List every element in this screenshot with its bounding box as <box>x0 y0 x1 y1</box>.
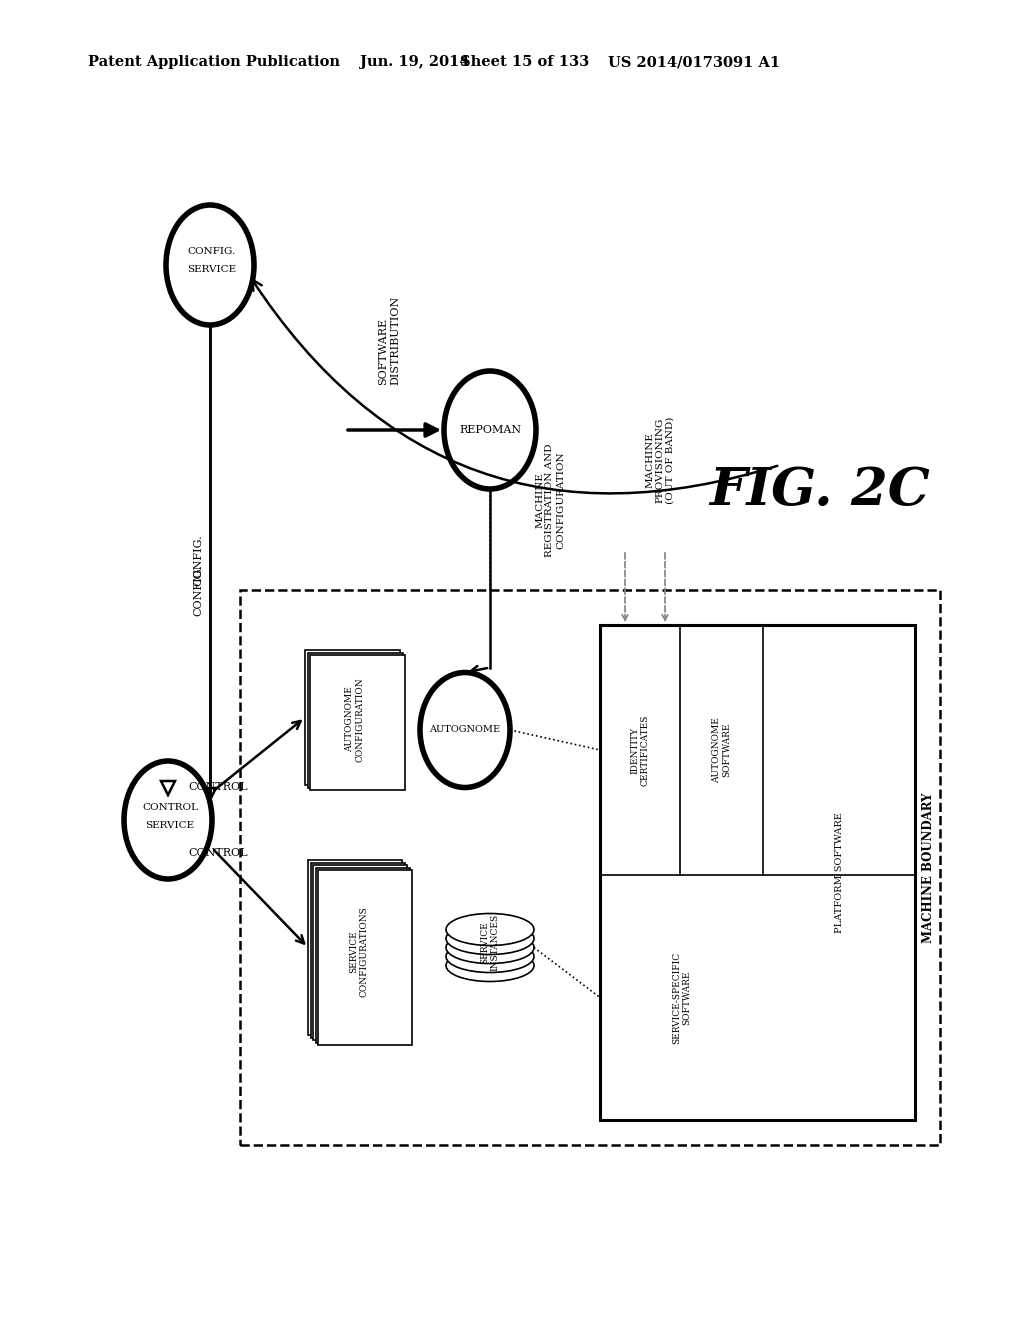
Text: AUTOGNOME
CONFIGURATION: AUTOGNOME CONFIGURATION <box>345 677 365 762</box>
Text: CONFIG.: CONFIG. <box>193 535 203 586</box>
Text: CONTROL: CONTROL <box>188 847 248 858</box>
Bar <box>318 870 412 1045</box>
Text: CONTROL: CONTROL <box>142 804 198 813</box>
Text: IDENTITY
CERTIFICATES: IDENTITY CERTIFICATES <box>631 714 649 785</box>
Text: SERVICE: SERVICE <box>145 821 195 830</box>
Text: Jun. 19, 2014: Jun. 19, 2014 <box>360 55 469 69</box>
Text: AUTOGNOME
SOFTWARE: AUTOGNOME SOFTWARE <box>712 717 731 783</box>
Text: SERVICE
INSTANCES: SERVICE INSTANCES <box>480 913 500 972</box>
Text: AUTOGNOME: AUTOGNOME <box>429 726 501 734</box>
Ellipse shape <box>446 949 534 982</box>
Text: SERVICE: SERVICE <box>187 265 237 275</box>
Bar <box>305 649 400 785</box>
Text: CONFIG.: CONFIG. <box>193 564 203 616</box>
Text: CONFIG.: CONFIG. <box>187 247 237 256</box>
Text: MACHINE
PROVISIONING
(OUT OF BAND): MACHINE PROVISIONING (OUT OF BAND) <box>645 416 675 504</box>
Ellipse shape <box>446 923 534 954</box>
Text: CONTROL: CONTROL <box>188 781 248 792</box>
Text: MACHINE BOUNDARY: MACHINE BOUNDARY <box>922 792 935 942</box>
Bar <box>313 865 407 1040</box>
Ellipse shape <box>446 932 534 964</box>
Ellipse shape <box>166 205 254 325</box>
Text: Patent Application Publication: Patent Application Publication <box>88 55 340 69</box>
Ellipse shape <box>420 672 510 788</box>
Bar <box>316 869 410 1043</box>
Ellipse shape <box>124 762 212 879</box>
Text: FIG. 2C: FIG. 2C <box>710 465 931 516</box>
Text: Sheet 15 of 133: Sheet 15 of 133 <box>460 55 589 69</box>
Ellipse shape <box>446 940 534 973</box>
Bar <box>240 590 940 1144</box>
Text: REPOMAN: REPOMAN <box>459 425 521 436</box>
Bar <box>308 861 402 1035</box>
Text: DISTRIBUTION: DISTRIBUTION <box>390 296 400 385</box>
Text: PLATFORM SOFTWARE: PLATFORM SOFTWARE <box>835 812 844 933</box>
Text: SOFTWARE: SOFTWARE <box>378 318 388 385</box>
Bar <box>600 624 915 1119</box>
Bar <box>310 655 406 789</box>
Text: SERVICE-SPECIFIC
SOFTWARE: SERVICE-SPECIFIC SOFTWARE <box>672 952 691 1044</box>
Ellipse shape <box>444 371 536 488</box>
Text: US 2014/0173091 A1: US 2014/0173091 A1 <box>608 55 780 69</box>
Ellipse shape <box>446 913 534 945</box>
Text: SERVICE
CONFIGURATIONS: SERVICE CONFIGURATIONS <box>349 906 369 997</box>
Text: MACHINE
REGISTRATION AND
CONFIGURATION: MACHINE REGISTRATION AND CONFIGURATION <box>536 444 565 557</box>
Bar <box>308 653 403 788</box>
Bar <box>311 863 406 1038</box>
